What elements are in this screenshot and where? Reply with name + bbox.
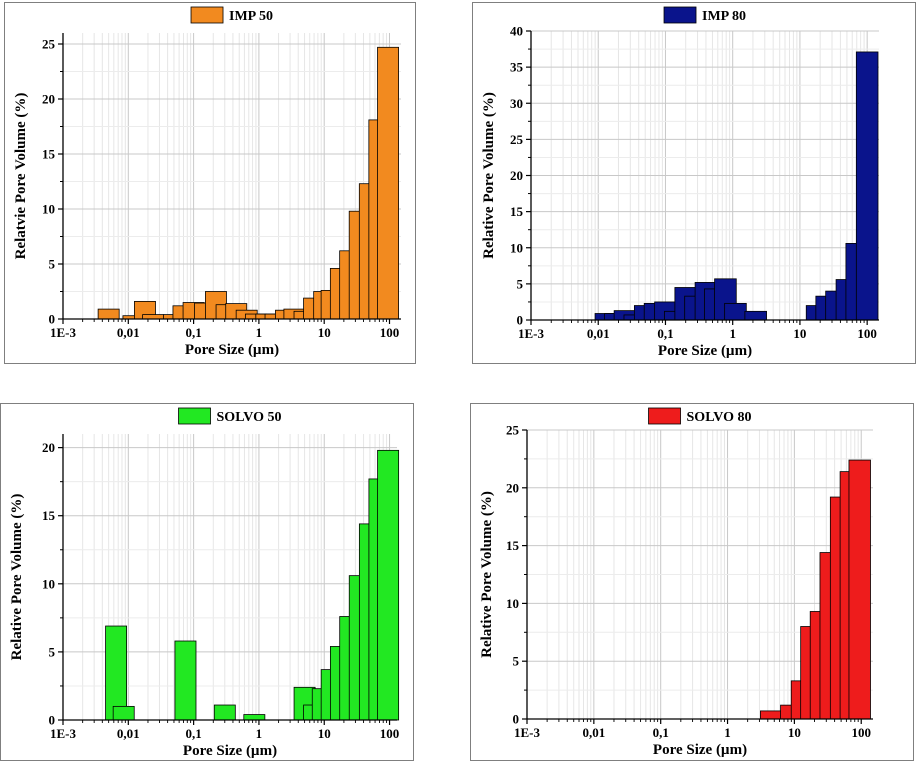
y-tick-label: 25 — [42, 37, 56, 52]
bar — [112, 705, 135, 721]
y-tick-label: 35 — [510, 60, 524, 75]
x-tick-label: 10 — [788, 725, 801, 740]
chart-panel-imp80: 0 5 10 15 20 25 30 35 40 1E-3 0,01 0,1 1 10 100 Pore Si… — [472, 2, 916, 364]
y-tick-label: 10 — [506, 596, 519, 611]
x-tick-label: 10 — [318, 325, 331, 340]
bar — [724, 302, 747, 321]
y-tick-label: 5 — [49, 644, 56, 659]
y-tick-label: 15 — [42, 508, 56, 523]
bar — [760, 710, 783, 720]
y-tick-label: 10 — [42, 576, 55, 591]
legend: IMP 80 — [663, 6, 746, 24]
x-tick-label: 100 — [380, 726, 400, 741]
bars — [105, 449, 400, 721]
y-tick-label: 0 — [49, 713, 56, 728]
y-tick-label: 20 — [506, 480, 519, 495]
y-tick-label: 5 — [49, 257, 56, 272]
x-tick-label: 0,1 — [185, 325, 201, 340]
legend-swatch — [648, 407, 681, 425]
y-axis-title: Relative Pore Volume (%) — [9, 494, 25, 661]
legend: IMP 50 — [190, 6, 273, 24]
x-tick-label: 100 — [857, 326, 877, 341]
grid — [530, 30, 879, 321]
x-axis-title: Pore Size (µm) — [658, 343, 752, 359]
x-tick-label: 10 — [793, 326, 806, 341]
chart-imp50: 0 5 10 15 20 25 1E-3 0,01 0,1 1 10 100 Pore Size (µm… — [13, 6, 401, 358]
y-tick-label: 15 — [510, 204, 524, 219]
x-tick-label: 0,01 — [117, 325, 140, 340]
bar — [174, 640, 197, 721]
chart-panel-solvo80: 0 5 10 15 20 25 1E-3 0,01 0,1 1 10 100 Pore Size (µm… — [470, 403, 914, 761]
y-tick-label: 5 — [517, 276, 524, 291]
x-axis-title: Pore Size (µm) — [183, 743, 277, 759]
x-tick-label: 1 — [256, 726, 263, 741]
bars — [760, 459, 871, 720]
y-tick-label: 20 — [42, 440, 55, 455]
legend-label: IMP 50 — [229, 9, 273, 24]
x-tick-label: 1E-3 — [514, 725, 541, 740]
y-tick-label: 10 — [510, 240, 523, 255]
bar — [105, 625, 128, 721]
bar — [855, 51, 879, 321]
legend-swatch — [663, 6, 697, 24]
x-tick-label: 1 — [256, 325, 263, 340]
x-tick-label: 0,01 — [117, 726, 140, 741]
y-axis-title: Relative Pore Volume (%) — [481, 92, 497, 259]
y-tick-label: 25 — [506, 423, 520, 438]
y-tick-label: 20 — [510, 168, 523, 183]
x-axis-title: Pore Size (µm) — [653, 742, 747, 758]
x-tick-label: 100 — [851, 725, 871, 740]
legend-label: SOLVO 50 — [217, 410, 282, 425]
y-tick-label: 15 — [506, 538, 520, 553]
x-tick-label: 0,01 — [582, 725, 605, 740]
x-tick-label: 1 — [724, 725, 731, 740]
legend-swatch — [178, 407, 211, 425]
chart-imp80: 0 5 10 15 20 25 30 35 40 1E-3 0,01 0,1 1 10 100 Pore Si… — [481, 6, 879, 359]
x-tick-label: 0,1 — [653, 725, 669, 740]
x-axis-title: Pore Size (µm) — [185, 342, 279, 358]
y-tick-label: 5 — [513, 654, 520, 669]
legend-label: SOLVO 80 — [687, 410, 752, 425]
y-tick-label: 0 — [49, 312, 56, 327]
bars — [594, 51, 879, 321]
y-tick-label: 0 — [513, 712, 520, 727]
legend: SOLVO 50 — [178, 407, 282, 425]
x-tick-label: 0,1 — [657, 326, 673, 341]
x-tick-label: 1E-3 — [50, 726, 77, 741]
y-axis-title: Relatvie Pore Volume (%) — [13, 93, 29, 260]
chart-solvo80: 0 5 10 15 20 25 1E-3 0,01 0,1 1 10 100 Pore Size (µm… — [479, 407, 873, 758]
y-tick-label: 15 — [42, 147, 56, 162]
y-tick-label: 10 — [42, 202, 55, 217]
chart-panel-solvo50: 0 5 10 15 20 1E-3 0,01 0,1 1 10 100 Pore Size (µm) R… — [0, 403, 414, 761]
x-tick-label: 1E-3 — [50, 325, 77, 340]
y-tick-label: 25 — [510, 132, 524, 147]
legend-swatch — [190, 6, 224, 24]
x-tick-label: 10 — [318, 726, 331, 741]
legend: SOLVO 80 — [648, 407, 752, 425]
x-tick-label: 100 — [380, 325, 400, 340]
x-tick-label: 0,1 — [185, 726, 201, 741]
x-tick-label: 1 — [729, 326, 736, 341]
bar — [744, 310, 767, 321]
bar — [377, 449, 400, 721]
bar — [142, 314, 165, 320]
chart-solvo50: 0 5 10 15 20 1E-3 0,01 0,1 1 10 100 Pore Size (µm) R… — [9, 407, 400, 759]
y-tick-label: 30 — [510, 96, 523, 111]
y-tick-label: 0 — [517, 313, 524, 328]
y-tick-label: 40 — [510, 24, 523, 39]
bar — [243, 714, 266, 721]
y-tick-label: 20 — [42, 92, 55, 107]
bar — [848, 459, 871, 720]
y-axis-title: Relative Pore Volume (%) — [479, 491, 495, 658]
x-tick-label: 1E-3 — [518, 326, 545, 341]
bar — [213, 704, 236, 721]
bar — [97, 308, 120, 320]
legend-label: IMP 80 — [702, 9, 746, 24]
chart-panel-imp50: 0 5 10 15 20 25 1E-3 0,01 0,1 1 10 100 Pore Size (µm… — [4, 2, 416, 364]
x-tick-label: 0,01 — [587, 326, 610, 341]
bar — [377, 46, 399, 320]
